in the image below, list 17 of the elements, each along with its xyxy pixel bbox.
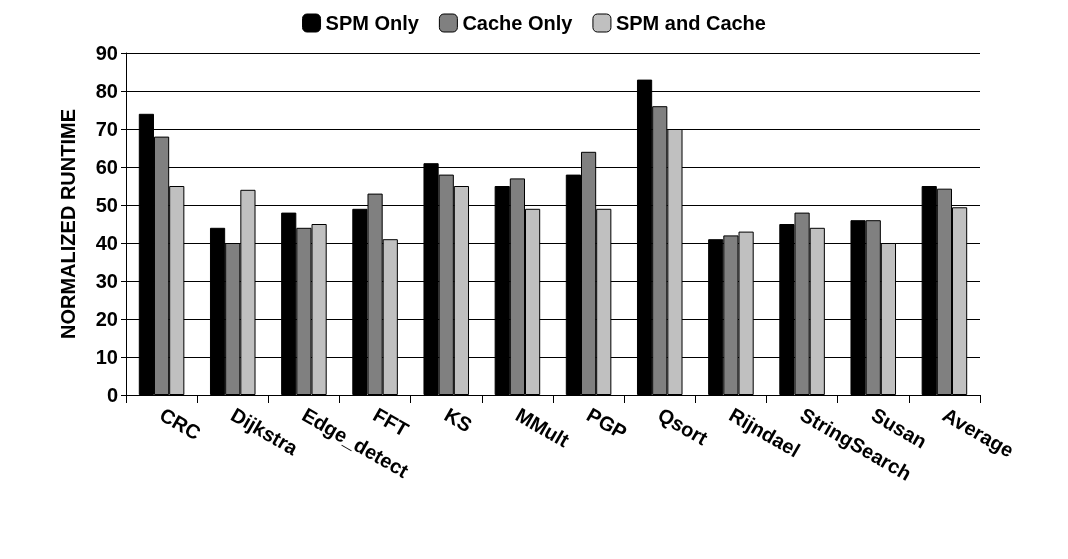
y-tick-label: 30 [95, 270, 118, 292]
y-tick-label: 80 [95, 80, 118, 102]
legend-label: SPM Only [325, 12, 420, 34]
y-tick-label: 40 [95, 232, 118, 254]
legend-label: Cache Only [462, 12, 574, 34]
y-tick-label: 70 [95, 118, 118, 140]
y-tick-label: 60 [95, 156, 118, 178]
y-tick-label: 90 [95, 42, 118, 64]
x-tick-label: CRC [156, 403, 205, 445]
y-tick-label: 0 [106, 384, 118, 406]
legend-label: SPM and Cache [615, 12, 766, 34]
y-tick-label: 50 [95, 194, 118, 216]
x-tick-label: PGP [583, 403, 631, 444]
y-tick-label: 10 [95, 346, 118, 368]
y-tick-label: 20 [95, 308, 118, 330]
x-tick-label: KS [440, 403, 476, 437]
y-axis-title: NORMALIZED RUNTIME [57, 109, 79, 339]
